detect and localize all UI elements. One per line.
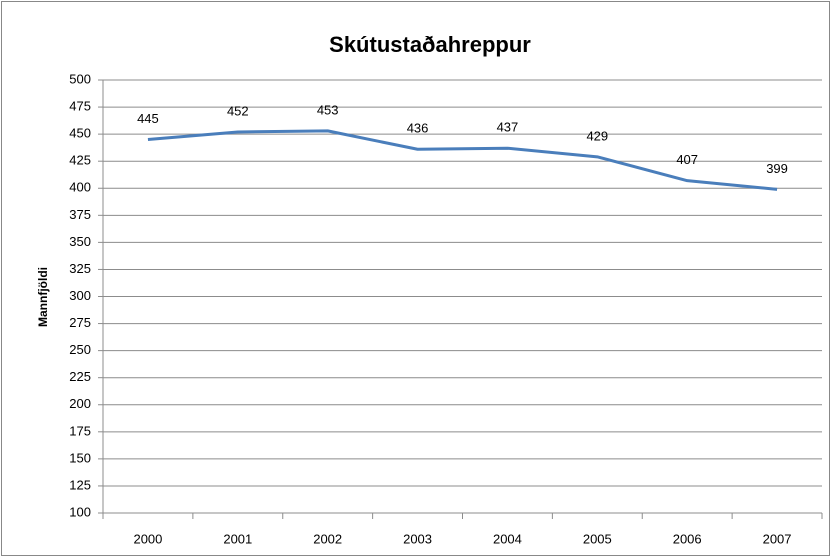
chart-title: Skútustaðahreppur: [329, 32, 531, 57]
data-label: 429: [586, 128, 608, 143]
y-tick-label: 350: [69, 234, 91, 249]
y-tick-label: 400: [69, 180, 91, 195]
y-tick-label: 125: [69, 477, 91, 492]
y-tick-label: 225: [69, 369, 91, 384]
y-tick-label: 375: [69, 207, 91, 222]
data-label: 399: [766, 161, 788, 176]
data-label: 453: [317, 102, 339, 117]
x-tick-label: 2001: [223, 531, 252, 546]
y-tick-label: 250: [69, 342, 91, 357]
data-label: 407: [676, 152, 698, 167]
y-tick-label: 325: [69, 261, 91, 276]
y-tick-label: 500: [69, 71, 91, 86]
y-tick-label: 175: [69, 423, 91, 438]
x-tick-label: 2006: [673, 531, 702, 546]
x-tick-label: 2007: [763, 531, 792, 546]
y-tick-label: 475: [69, 99, 91, 114]
x-tick-label: 2005: [583, 531, 612, 546]
data-label: 436: [407, 121, 429, 136]
data-line: [147, 129, 778, 191]
y-tick-label: 450: [69, 126, 91, 141]
y-tick-label: 300: [69, 288, 91, 303]
y-tick-label: 200: [69, 396, 91, 411]
x-tick-label: 2003: [403, 531, 432, 546]
x-tick-label: 2002: [313, 531, 342, 546]
x-tick-label: 2000: [133, 531, 162, 546]
data-label: 445: [137, 111, 159, 126]
y-tick-label: 275: [69, 315, 91, 330]
y-tick-label: 150: [69, 450, 91, 465]
y-tick-label: 425: [69, 153, 91, 168]
data-label: 437: [497, 120, 519, 135]
data-label: 452: [227, 103, 249, 118]
y-axis-label: Mannfjöldi: [36, 267, 50, 327]
y-tick-label: 100: [69, 504, 91, 519]
x-tick-label: 2004: [493, 531, 522, 546]
